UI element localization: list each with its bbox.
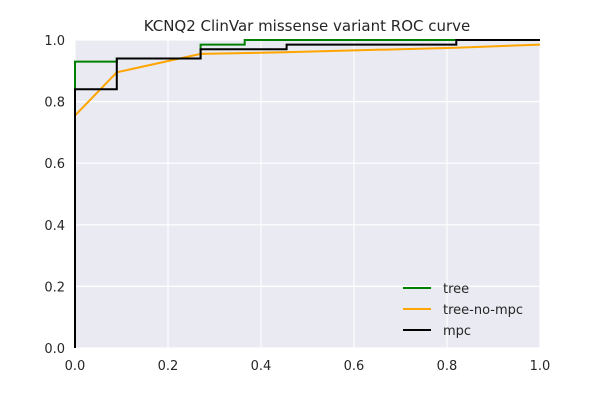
x-tick-label: 0.2 bbox=[158, 359, 179, 374]
y-tick-label: 0.4 bbox=[44, 219, 65, 234]
chart-title: KCNQ2 ClinVar missense variant ROC curve bbox=[144, 17, 471, 35]
x-tick-label: 0.0 bbox=[65, 359, 86, 374]
legend-label-mpc: mpc bbox=[443, 324, 471, 339]
y-tick-label: 0.2 bbox=[44, 280, 65, 295]
x-tick-label: 0.4 bbox=[251, 359, 272, 374]
legend-label-tree-no-mpc: tree-no-mpc bbox=[443, 303, 523, 318]
x-tick-label: 0.6 bbox=[344, 359, 365, 374]
series-layer bbox=[74, 39, 541, 348]
x-axis-ticks: 0.0 0.2 0.4 0.6 0.8 1.0 bbox=[65, 359, 551, 374]
plot-area bbox=[75, 40, 540, 348]
series-line-mpc bbox=[74, 39, 540, 348]
legend-label-tree: tree bbox=[443, 282, 469, 297]
x-tick-label: 1.0 bbox=[530, 359, 551, 374]
y-tick-label: 0.8 bbox=[44, 96, 65, 111]
y-tick-label: 0.6 bbox=[44, 157, 65, 172]
x-tick-label: 0.8 bbox=[437, 359, 458, 374]
legend: tree tree-no-mpc mpc bbox=[403, 282, 523, 339]
y-axis-ticks: 0.0 0.2 0.4 0.6 0.8 1.0 bbox=[44, 34, 65, 357]
y-tick-label: 0.0 bbox=[44, 342, 65, 357]
y-tick-label: 1.0 bbox=[44, 34, 65, 49]
grid bbox=[74, 39, 541, 349]
